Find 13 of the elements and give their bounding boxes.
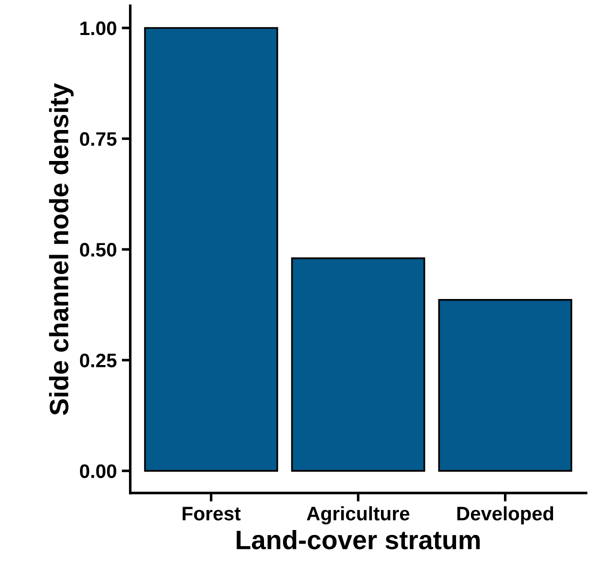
x-axis-title: Land-cover stratum — [236, 530, 480, 550]
x-tick-label: Agriculture — [306, 506, 410, 524]
y-tick-label: 0.50 — [80, 242, 116, 257]
y-tick-label: 1.00 — [80, 21, 116, 36]
x-tick-label: Forest — [182, 506, 241, 520]
bar — [438, 299, 572, 472]
y-tick-label: 0.75 — [80, 132, 117, 146]
bar — [291, 257, 426, 472]
y-tick-label: 0.00 — [80, 464, 116, 478]
y-tick-label: 0.25 — [80, 354, 117, 368]
y-axis-title: Side channel node density — [49, 83, 74, 416]
bar — [144, 27, 278, 472]
x-tick-label: Developed — [457, 506, 554, 524]
